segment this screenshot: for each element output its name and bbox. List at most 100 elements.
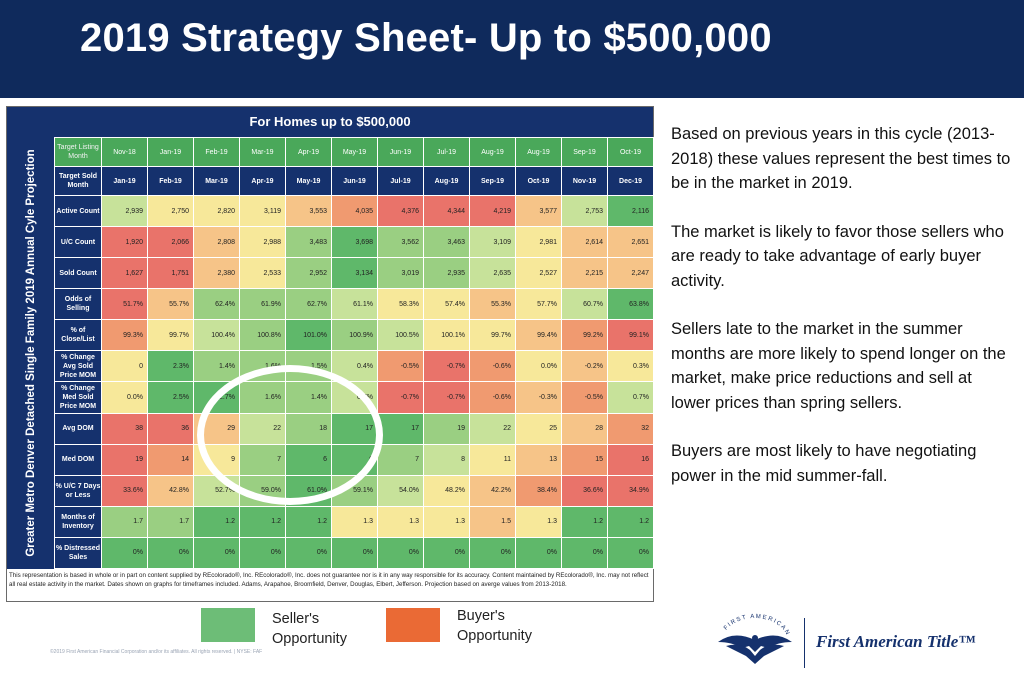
data-cell: 22: [239, 412, 286, 445]
data-cell: 2,939: [101, 194, 148, 228]
data-cell: 2,651: [607, 226, 654, 259]
table-row: Months of Inventory 1.7 1.7 1.2 1.2 1.2 1.3 1.3…: [54, 505, 654, 538]
sold-month-cell: Feb-19: [147, 166, 194, 196]
data-cell: 58.3%: [377, 288, 424, 321]
data-cell: 1.2: [239, 505, 286, 538]
data-cell: 3,698: [331, 226, 378, 259]
data-cell: 0%: [377, 536, 424, 570]
data-cell: 2,981: [515, 226, 562, 259]
data-cell: 1,920: [101, 226, 148, 259]
data-cell: 99.3%: [101, 319, 148, 352]
data-cell: 62.7%: [285, 288, 332, 321]
data-cell: -0.6%: [469, 381, 516, 414]
data-cell: 48.2%: [423, 474, 470, 507]
data-cell: 61.9%: [239, 288, 286, 321]
data-cell: 59.1%: [331, 474, 378, 507]
listing-month-cell: Aug-19: [469, 137, 516, 167]
sold-month-cell: Dec-19: [607, 166, 654, 196]
data-cell: 32: [607, 412, 654, 445]
data-cell: 2,750: [147, 194, 194, 228]
data-cell: -0.2%: [561, 350, 608, 383]
data-cell: 2.7%: [193, 381, 240, 414]
data-cell: 2.5%: [147, 381, 194, 414]
data-cell: 42.8%: [147, 474, 194, 507]
data-cell: 100.8%: [239, 319, 286, 352]
data-cell: -0.7%: [377, 381, 424, 414]
data-cell: 18: [285, 412, 332, 445]
seller-legend-label: Seller's Opportunity: [272, 611, 347, 647]
data-cell: 38.4%: [515, 474, 562, 507]
logo-divider: [804, 618, 805, 668]
side-label-text: Greater Metro Denver Detached Single Fam…: [25, 149, 37, 557]
data-cell: 36.6%: [561, 474, 608, 507]
row-label: Avg DOM: [54, 412, 102, 445]
data-cell: 11: [469, 443, 516, 476]
data-cell: 42.2%: [469, 474, 516, 507]
data-cell: 52.7%: [193, 474, 240, 507]
data-cell: 3,483: [285, 226, 332, 259]
note-paragraph: Buyers are most likely to have negotiati…: [671, 442, 977, 485]
row-label: % Change Med Sold Price MOM: [54, 381, 102, 414]
data-cell: 1.4%: [285, 381, 332, 414]
data-cell: 2,988: [239, 226, 286, 259]
data-cell: 0%: [193, 536, 240, 570]
data-cell: 36: [147, 412, 194, 445]
data-cell: 1.7: [101, 505, 148, 538]
header-banner: 2019 Strategy Sheet- Up to $500,000: [0, 0, 1024, 98]
row-label: % Distressed Sales: [54, 536, 102, 570]
data-cell: 29: [193, 412, 240, 445]
data-cell: 1.2: [193, 505, 240, 538]
data-cell: 3,577: [515, 194, 562, 228]
data-cell: 2,820: [193, 194, 240, 228]
table-row: Med DOM 19 14 9 7 6 6 7 8 11 13 15 16: [54, 443, 654, 476]
data-cell: 99.1%: [607, 319, 654, 352]
sold-month-cell: Sep-19: [469, 166, 516, 196]
data-cell: 4,035: [331, 194, 378, 228]
data-cell: 100.4%: [193, 319, 240, 352]
data-cell: 0.7%: [331, 381, 378, 414]
data-cell: 1.3: [423, 505, 470, 538]
data-cell: 2,753: [561, 194, 608, 228]
data-cell: 2,614: [561, 226, 608, 259]
data-cell: 0.0%: [101, 381, 148, 414]
table-row: U/C Count 1,920 2,066 2,808 2,988 3,483 3,698 3…: [54, 226, 654, 259]
data-cell: 1.2: [561, 505, 608, 538]
row-label: Odds of Selling: [54, 288, 102, 321]
data-cell: 1,627: [101, 257, 148, 290]
sold-month-cell: Oct-19: [515, 166, 562, 196]
data-cell: 3,109: [469, 226, 516, 259]
listing-month-cell: Nov-18: [101, 137, 148, 167]
svg-text:FIRST AMERICAN: FIRST AMERICAN: [723, 614, 791, 637]
data-cell: 2,247: [607, 257, 654, 290]
data-cell: 2,952: [285, 257, 332, 290]
data-cell: -0.7%: [423, 350, 470, 383]
data-cell: 6: [285, 443, 332, 476]
data-cell: 1.5: [469, 505, 516, 538]
table-row: Avg DOM 38 36 29 22 18 17 17 19 22 25 28 32: [54, 412, 654, 445]
data-cell: 13: [515, 443, 562, 476]
data-cell: 2,116: [607, 194, 654, 228]
data-cell: 62.4%: [193, 288, 240, 321]
listing-month-cell: May-19: [331, 137, 378, 167]
data-cell: -0.5%: [377, 350, 424, 383]
data-cell: 2,380: [193, 257, 240, 290]
listing-month-cell: Apr-19: [285, 137, 332, 167]
data-cell: 8: [423, 443, 470, 476]
table-row: % Change Med Sold Price MOM 0.0% 2.5% 2.7% 1…: [54, 381, 654, 414]
data-cell: 15: [561, 443, 608, 476]
data-cell: -0.5%: [561, 381, 608, 414]
row-label: % U/C 7 Days or Less: [54, 474, 102, 507]
data-cell: 99.7%: [147, 319, 194, 352]
notes-panel: Based on previous years in this cycle (2…: [671, 122, 1011, 512]
copyright-text: ©2019 First American Financial Corporati…: [50, 649, 263, 655]
data-cell: 99.2%: [561, 319, 608, 352]
data-cell: 100.1%: [423, 319, 470, 352]
data-cell: 0.0%: [515, 350, 562, 383]
data-cell: 0.7%: [607, 381, 654, 414]
row-label: Months of Inventory: [54, 505, 102, 538]
listing-month-cell: Sep-19: [561, 137, 608, 167]
data-cell: 51.7%: [101, 288, 148, 321]
data-cell: 0%: [239, 536, 286, 570]
row-label: Med DOM: [54, 443, 102, 476]
data-cell: 1.2: [607, 505, 654, 538]
